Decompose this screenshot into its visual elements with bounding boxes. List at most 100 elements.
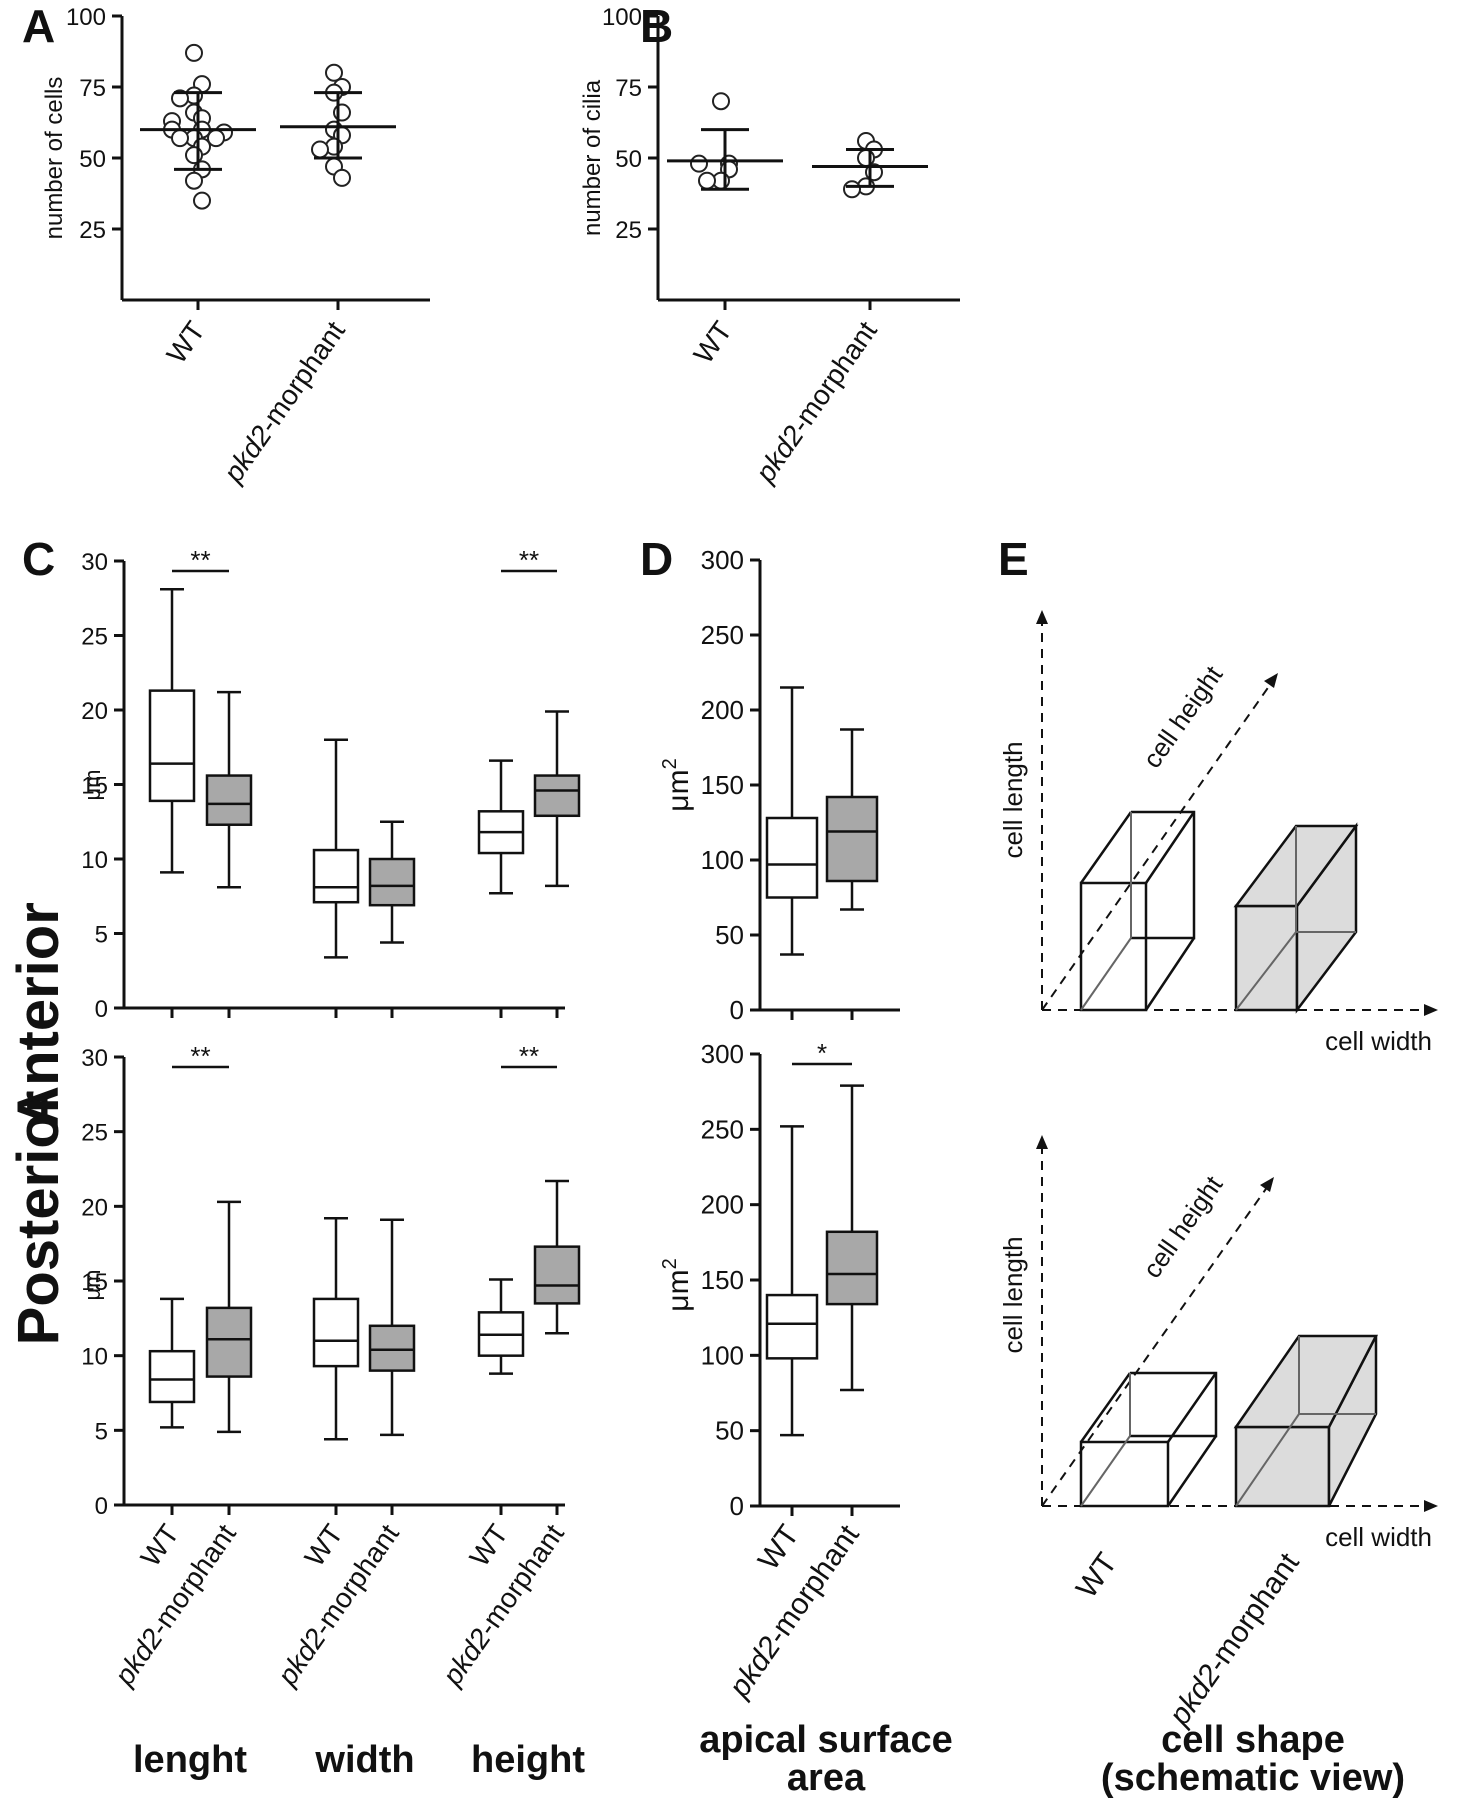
- y-tick-label: 0: [95, 996, 108, 1023]
- schematic-axes-posterior: [1041, 1145, 1425, 1507]
- y-tick-label: 0: [730, 1491, 744, 1521]
- y-tick-label: 10: [81, 1344, 108, 1371]
- panel-letter-c: C: [22, 533, 55, 585]
- row-label-anterior: Anterior: [6, 902, 71, 1128]
- y-tick-label: 300: [701, 1039, 744, 1069]
- y-tick-label: 50: [79, 146, 106, 173]
- chart-posterior-dimensions: 0 5 10 15 20 25 30 μm ** **: [80, 1041, 581, 1520]
- box-iqr: [312, 848, 360, 904]
- significance-stars: **: [190, 545, 210, 575]
- area-label-line2: area: [787, 1757, 866, 1799]
- x-category-label: WT: [135, 1519, 185, 1572]
- y-axis-label: μm: [80, 1269, 105, 1300]
- y-tick-label: 150: [701, 1265, 744, 1295]
- y-tick-label: 50: [615, 146, 642, 173]
- arrowhead-width-anterior: [1424, 1004, 1438, 1016]
- axis-label-cell-height-anterior: cell height: [1137, 660, 1229, 774]
- box-iqr: [765, 816, 819, 899]
- cell-morphant-posterior: [1233, 1334, 1379, 1508]
- arrowhead-height-posterior: [1260, 1177, 1274, 1192]
- schematic-anterior: cell length cell height cell width: [998, 610, 1438, 1056]
- y-tick-label: 50: [715, 1416, 744, 1446]
- y-tick-label: 250: [701, 620, 744, 650]
- y-tick-label: 15: [81, 773, 108, 800]
- y-tick-label: 100: [701, 1340, 744, 1370]
- box-iqr: [368, 1324, 416, 1372]
- shape-label-line1: cell shape: [1161, 1719, 1345, 1761]
- data-point: [185, 171, 203, 190]
- data-point: [843, 180, 861, 199]
- significance-stars: **: [519, 1041, 539, 1071]
- box-iqr: [148, 1349, 196, 1404]
- box-iqr: [825, 795, 879, 883]
- measure-label-height: height: [471, 1739, 585, 1781]
- y-tick-label: 200: [701, 695, 744, 725]
- box-iqr: [148, 689, 196, 803]
- significance-stars: **: [519, 545, 539, 575]
- y-axis-label-exponent: 2: [659, 758, 681, 769]
- y-tick-label: 100: [66, 4, 106, 31]
- y-tick-label: 100: [701, 845, 744, 875]
- morphant-suffix: -morphant: [1200, 1547, 1306, 1678]
- axis-label-cell-length-posterior: cell length: [998, 1236, 1028, 1353]
- y-tick-label: 5: [95, 922, 108, 949]
- schematic-posterior: cell length cell height cell width: [998, 1135, 1438, 1552]
- measure-label-width: width: [314, 1739, 414, 1781]
- y-tick-label: 25: [79, 217, 106, 244]
- schematic-label-wt: WT: [1070, 1547, 1124, 1604]
- box-iqr: [825, 1230, 879, 1306]
- y-tick-label: 10: [81, 847, 108, 874]
- schematic-label-morphant: pkd2-morphant: [1162, 1547, 1306, 1733]
- x-category-label: pkd2-morphant: [217, 315, 351, 488]
- chart-anterior-surface-area: 0 50 100 150 200 250 300 μm2: [659, 545, 900, 1025]
- y-tick-label: 0: [730, 995, 744, 1025]
- y-axis-label: number of cells: [41, 77, 68, 240]
- x-category-label: WT: [752, 1519, 806, 1576]
- arrowhead-height-anterior: [1264, 673, 1278, 688]
- y-tick-label: 25: [81, 624, 108, 651]
- measure-label-length: lenght: [133, 1739, 247, 1781]
- cell-morphant-anterior: [1233, 822, 1359, 1014]
- significance-stars: **: [190, 1041, 210, 1071]
- data-point: [712, 92, 730, 111]
- data-point: [325, 63, 343, 82]
- data-point: [698, 171, 716, 190]
- y-tick-label: 5: [95, 1418, 108, 1445]
- y-tick-label: 75: [79, 75, 106, 102]
- y-tick-label: 100: [602, 4, 642, 31]
- box-iqr: [533, 774, 581, 818]
- cell-wt-anterior: [1079, 810, 1196, 1012]
- axis-label-cell-width-posterior: cell width: [1325, 1522, 1432, 1552]
- y-tick-label: 20: [81, 698, 108, 725]
- y-tick-label: 0: [95, 1493, 108, 1520]
- y-axis-label: μm2: [659, 758, 695, 811]
- area-label-line1: apical surface: [699, 1719, 952, 1761]
- box-iqr: [368, 857, 416, 907]
- x-category-label: WT: [299, 1519, 349, 1572]
- y-tick-label: 250: [701, 1114, 744, 1144]
- axis-label-cell-height-posterior: cell height: [1137, 1170, 1229, 1284]
- data-point: [185, 43, 203, 62]
- x-category-label: WT: [688, 316, 738, 369]
- box-iqr: [312, 1297, 360, 1368]
- data-point: [311, 140, 329, 159]
- arrowhead-width-posterior: [1424, 1500, 1438, 1512]
- y-axis-label-exponent: 2: [659, 1258, 681, 1269]
- shape-label-line2: (schematic view): [1101, 1757, 1405, 1799]
- cell-wt-posterior: [1079, 1371, 1218, 1508]
- box-iqr: [205, 774, 253, 826]
- y-tick-label: 15: [81, 1269, 108, 1296]
- x-category-label: pkd2-morphant: [749, 315, 883, 488]
- box-iqr: [533, 1245, 581, 1305]
- data-point: [171, 129, 189, 148]
- y-tick-label: 30: [81, 549, 108, 576]
- y-tick-label: 300: [701, 545, 744, 575]
- chart-anterior-dimensions: 0 5 10 15 20 25 30 μm ** **: [80, 545, 581, 1023]
- box-iqr: [205, 1306, 253, 1378]
- arrowhead-length-anterior: [1036, 610, 1048, 624]
